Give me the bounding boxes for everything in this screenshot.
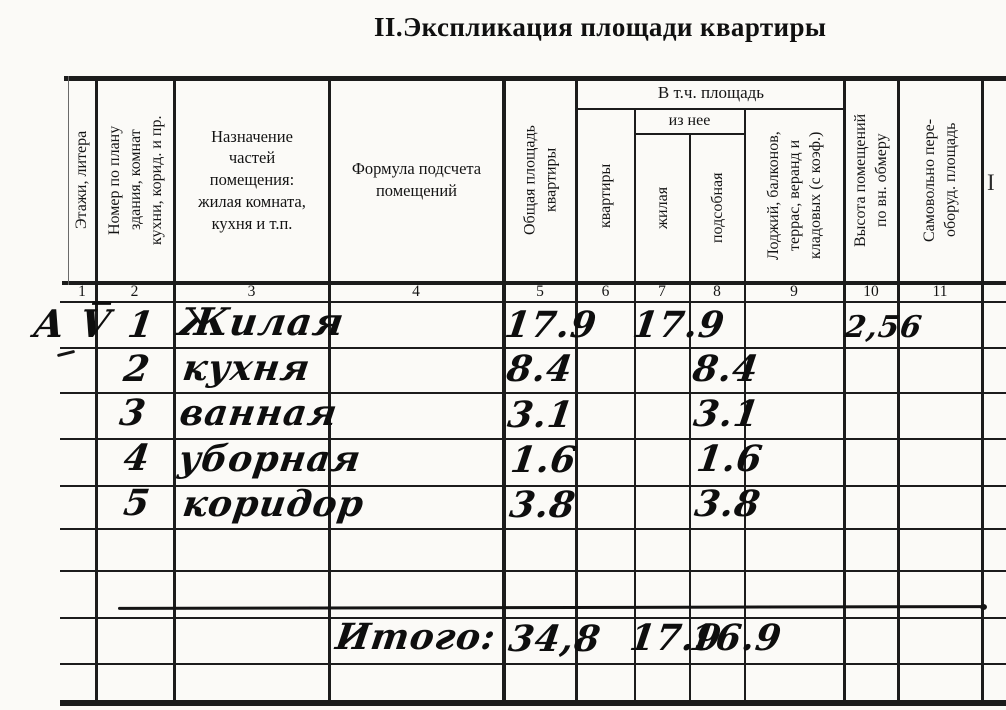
grid-line-col (68, 76, 69, 285)
grid-line-row (60, 438, 1006, 440)
hw-room-name: коридор (180, 483, 367, 525)
hw-total-area: 3.1 (505, 394, 577, 436)
hw-row-number: 2 (121, 348, 154, 390)
grid-line-col (634, 108, 636, 702)
column-number-2: 2 (130, 282, 139, 300)
hw-totals-auxiliary-area: 16.9 (687, 617, 785, 659)
grid-line-col (95, 76, 98, 702)
grid-line-col (689, 133, 691, 702)
hw-auxiliary-area: 8.4 (690, 348, 762, 390)
grid-line-row (60, 528, 1006, 530)
grid-line-col (897, 76, 900, 702)
col-header-auxiliary: подсобная (708, 172, 726, 244)
hw-room-name: ванная (177, 392, 341, 434)
column-number-4: 4 (412, 282, 420, 300)
column-number-9: 9 (790, 282, 798, 300)
column-number-5: 5 (536, 282, 544, 300)
grid-line-top (64, 76, 1006, 81)
grid-line-header-bottom (62, 281, 1006, 285)
grid-line-col (981, 76, 984, 702)
column-number-1: 1 (78, 282, 86, 300)
hw-room-name: уборная (176, 438, 364, 480)
hw-row-number: 4 (121, 437, 154, 479)
column-number-11: 11 (932, 282, 948, 300)
hw-litera: А V̅ (30, 301, 114, 346)
hw-room-name: кухня (180, 347, 314, 389)
hw-total-area: 1.6 (508, 439, 580, 481)
grid-line-col (575, 76, 578, 702)
grid-line-col (173, 76, 176, 702)
col-header-plan-number: Номер по плану здания, комнат кухни, кор… (105, 115, 166, 245)
hw-total-area: 8.4 (504, 348, 576, 390)
hw-living-area: 17.9 (630, 304, 728, 346)
col-header-purpose: Назначение частей помещения: жилая комна… (198, 126, 306, 233)
page-title: II.Экспликация площади квартиры (374, 12, 827, 42)
hw-total-area: 3.8 (507, 484, 579, 526)
col-header-height: Высота помещений по вн. обмеру (851, 113, 890, 247)
column-number-3: 3 (247, 282, 256, 300)
grid-line-bottom (60, 700, 1006, 706)
grid-line-col (843, 76, 846, 702)
grid-line-group1 (577, 108, 845, 110)
grid-line-row (60, 392, 1006, 394)
subgroup-header-of-it: из нее (668, 112, 711, 130)
grid-line-row (60, 485, 1006, 487)
hw-separator-line (117, 605, 985, 610)
hw-row-number: 3 (117, 392, 150, 434)
hw-separator-line-end (980, 604, 987, 610)
column-number-8: 8 (713, 282, 721, 300)
hw-totals-total-area: 34,8 (506, 618, 604, 660)
col-header-living: жилая (653, 186, 671, 230)
grid-line-col (502, 76, 506, 702)
column-number-10: 10 (863, 282, 879, 300)
hw-row-number: 1 (125, 304, 158, 346)
grid-line-col (744, 108, 746, 702)
grid-line-col (328, 76, 331, 702)
hw-total-area: 17.9 (502, 304, 600, 346)
hw-totals-label: Итого: (333, 616, 499, 658)
grid-line-row (60, 570, 1006, 572)
grid-line-row (60, 617, 1006, 619)
column-number-6: 6 (601, 282, 610, 300)
col-header-formula: Формула подсчета помещений (351, 159, 482, 200)
grid-line-row (60, 347, 1006, 349)
col-header-total-area: Общая площадь квартиры (521, 125, 560, 235)
col-header-apartment: квартиры (596, 163, 614, 228)
grid-line-numbers-bottom (60, 301, 1006, 303)
hw-auxiliary-area: 3.8 (692, 483, 764, 525)
grid-line-row (60, 663, 1006, 665)
cutoff-column-glyph: І (987, 170, 995, 195)
hw-room-height: 2,56 (842, 310, 925, 345)
col-header-unauthorized: Самовольно пере- оборуд. площадь (920, 118, 959, 242)
col-header-floors-litera: Этажи, литера (72, 130, 90, 230)
hw-litera-underline (56, 349, 76, 358)
hw-row-number: 5 (121, 482, 154, 524)
hw-auxiliary-area: 1.6 (694, 438, 766, 480)
group-header-incl-area: В т.ч. площадь (657, 83, 765, 103)
hw-auxiliary-area: 3.1 (691, 393, 763, 435)
column-number-7: 7 (658, 282, 666, 300)
col-header-loggias: Лоджий, балконов, террас, веранд и кладо… (764, 131, 825, 260)
hw-room-name: Жилая (175, 299, 348, 344)
